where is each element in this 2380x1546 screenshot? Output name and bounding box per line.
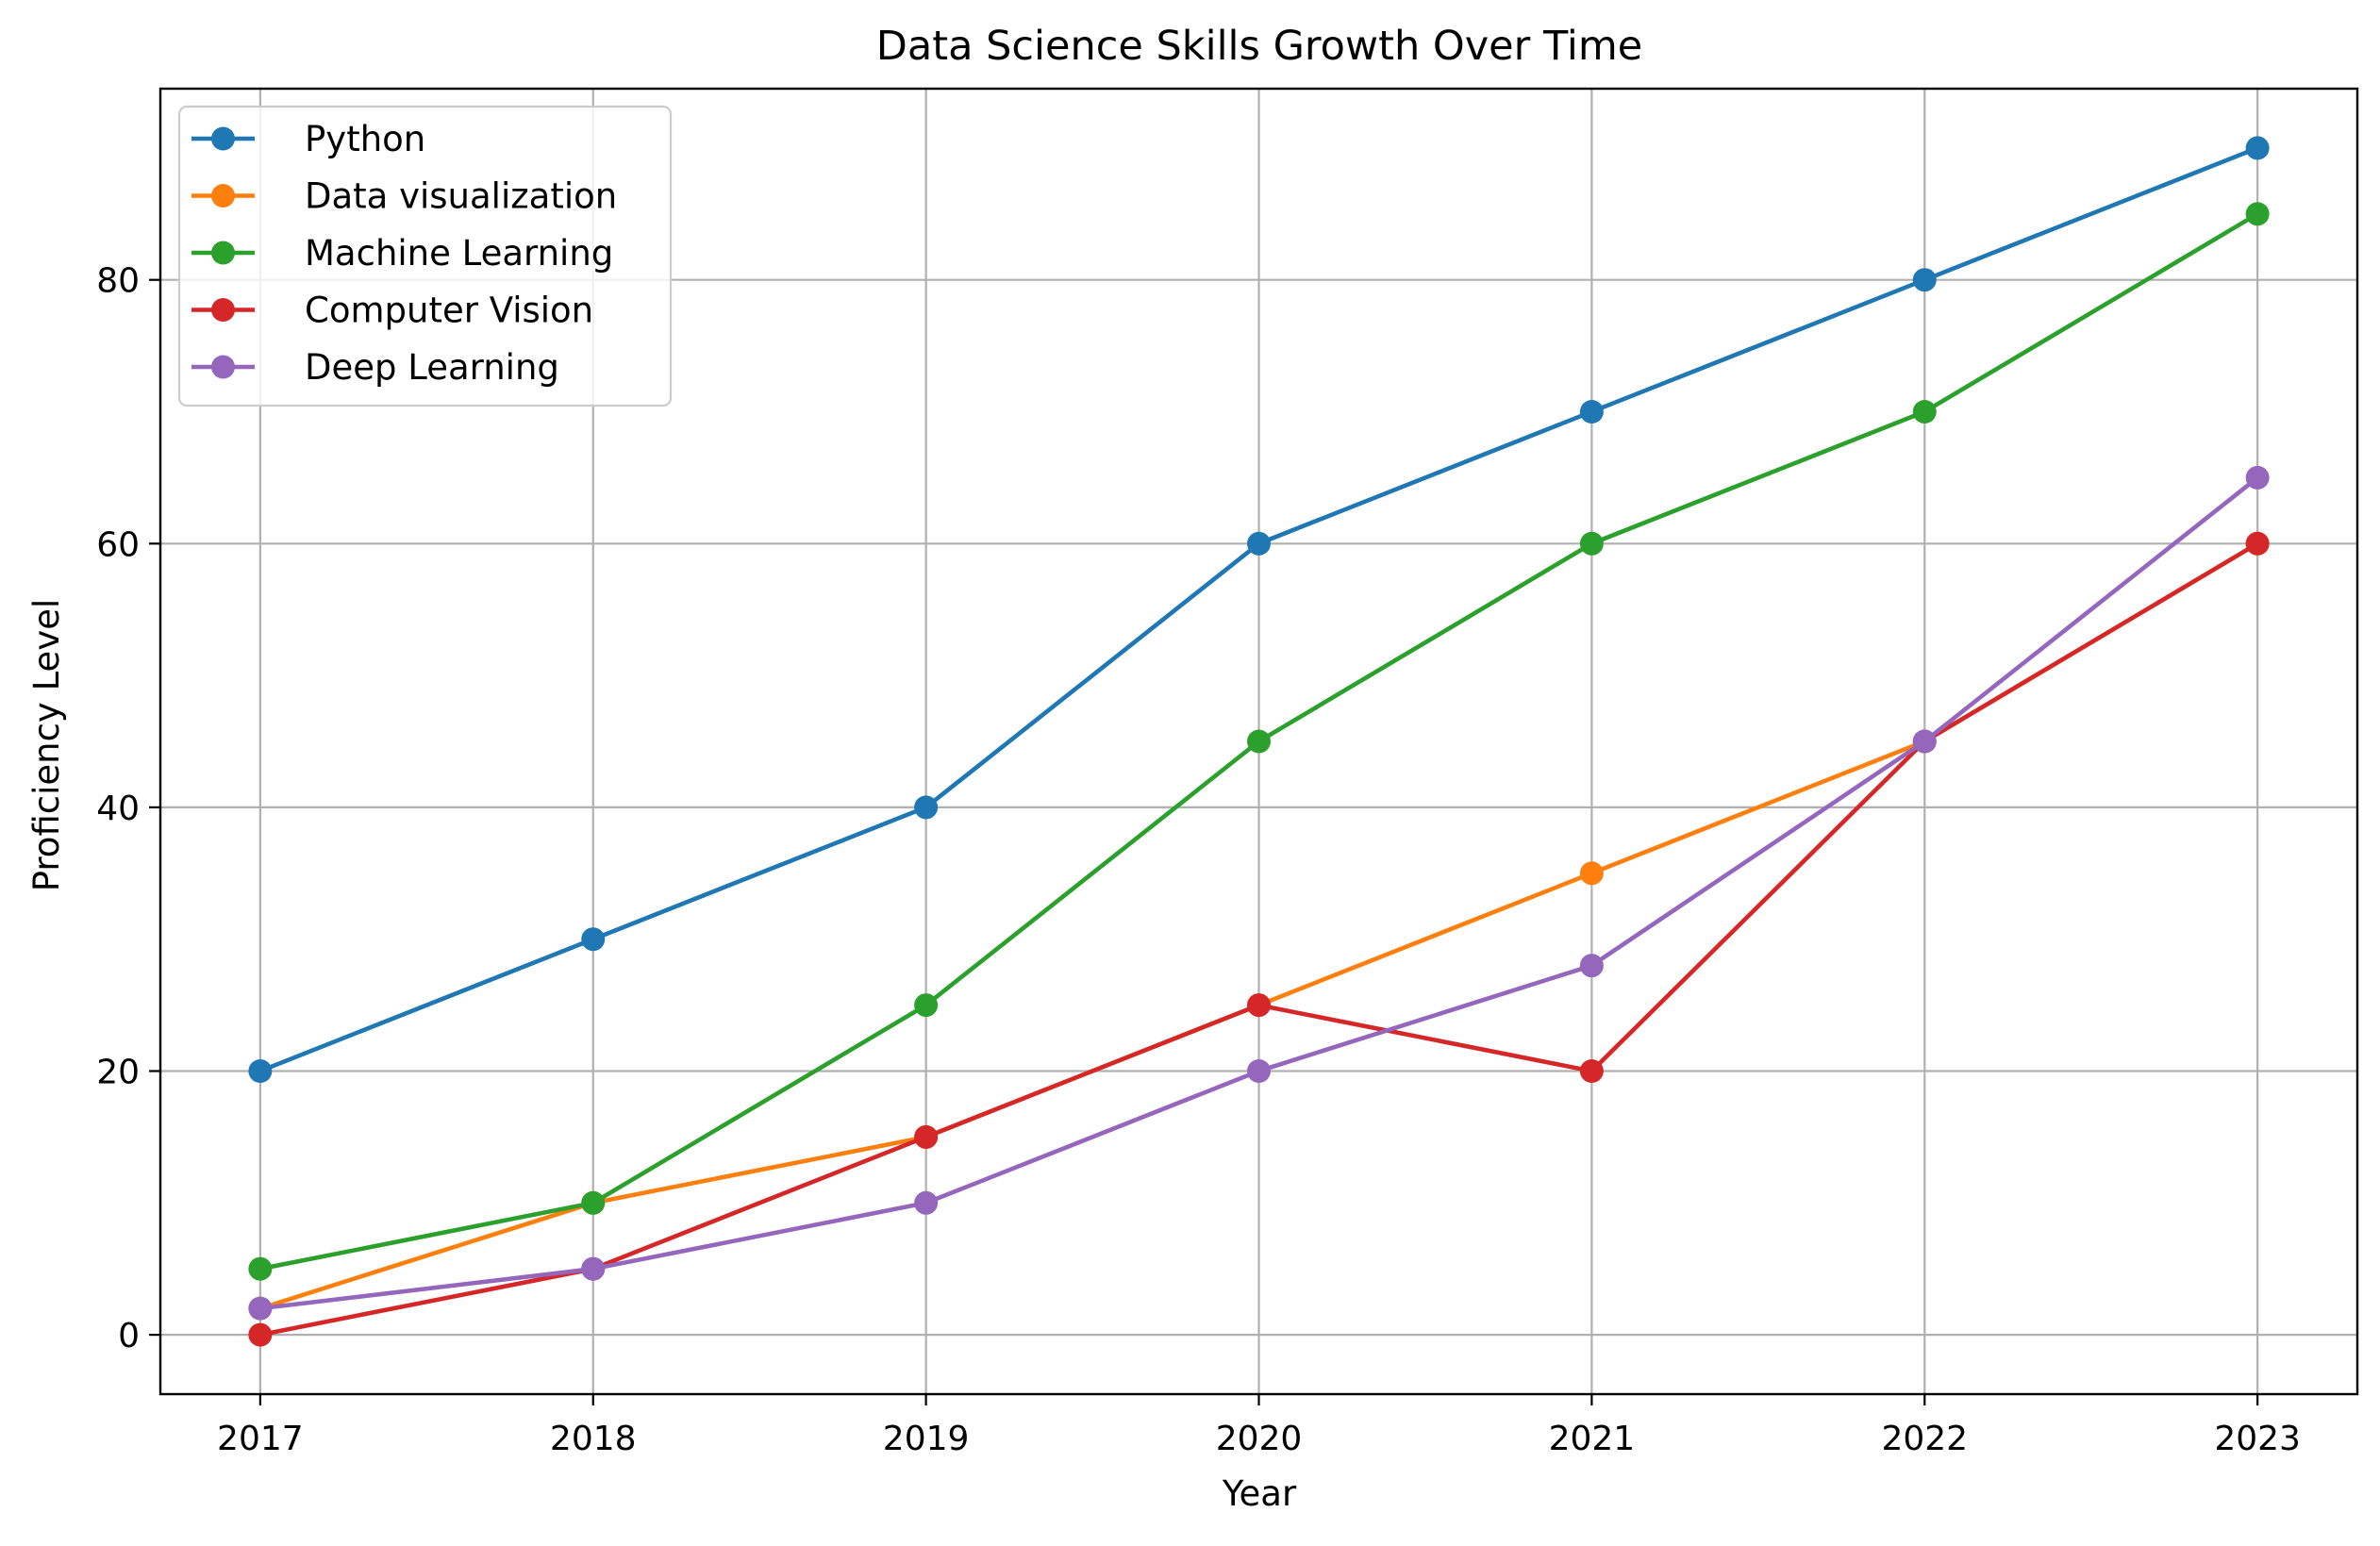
data-point — [1579, 861, 1604, 886]
legend-item: Machine Learning — [191, 233, 613, 274]
data-point — [1247, 729, 1271, 754]
legend-item: Data visualization — [191, 176, 617, 217]
data-point — [248, 1296, 273, 1321]
legend-item: Python — [191, 119, 425, 159]
x-tick-label: 2017 — [217, 1420, 304, 1458]
data-point — [248, 1058, 273, 1083]
y-tick-label: 60 — [96, 525, 140, 564]
data-point — [914, 1124, 939, 1149]
data-point — [581, 1190, 606, 1215]
data-point — [914, 993, 939, 1018]
data-point — [1247, 993, 1271, 1018]
y-tick-label: 0 — [118, 1317, 140, 1355]
y-axis-label: Proficiency Level — [26, 599, 67, 892]
data-point — [2245, 531, 2270, 556]
legend-label: Python — [305, 119, 425, 159]
data-point — [1247, 1058, 1271, 1083]
plot-frame — [158, 87, 2359, 1396]
y-tick-label: 20 — [96, 1053, 140, 1091]
legend-label: Data visualization — [305, 176, 617, 217]
data-point — [1579, 954, 1604, 978]
data-point — [2245, 136, 2270, 160]
x-axis-label: Year — [1222, 1473, 1297, 1514]
legend-marker — [211, 241, 235, 265]
data-point — [914, 1190, 939, 1215]
series-lines — [248, 136, 2270, 1347]
x-tick-label: 2019 — [883, 1420, 970, 1458]
data-point — [1247, 531, 1271, 556]
x-tick-label: 2021 — [1549, 1420, 1636, 1458]
legend-item: Deep Learning — [191, 347, 559, 388]
legend-marker — [211, 298, 235, 322]
series-deep-learning — [248, 465, 2270, 1321]
data-point — [248, 1256, 273, 1281]
data-point — [2245, 465, 2270, 490]
data-point — [581, 1256, 606, 1281]
data-point — [1912, 729, 1937, 754]
x-tick-label: 2023 — [2214, 1420, 2301, 1458]
legend-item: Computer Vision — [191, 291, 593, 331]
data-point — [1579, 1058, 1604, 1083]
data-point — [1579, 400, 1604, 424]
legend-box — [177, 105, 673, 407]
data-point — [1579, 531, 1604, 556]
legend-label: Machine Learning — [305, 233, 613, 274]
legend-label: Deep Learning — [305, 347, 559, 388]
axes: 2017 2018 2019 2020 2021 2022 2023 0 20 40 60 80 — [96, 87, 2359, 1458]
data-point — [248, 1322, 273, 1347]
legend: Python Data visualization Machine Learning… — [177, 105, 673, 407]
data-point — [1912, 268, 1937, 292]
x-tick-label: 2022 — [1881, 1420, 1968, 1458]
data-point — [2245, 202, 2270, 226]
series-machine-learning — [248, 202, 2270, 1281]
data-point — [1912, 400, 1937, 424]
y-tick-label: 80 — [96, 262, 140, 301]
legend-marker — [211, 126, 235, 151]
data-point — [581, 927, 606, 952]
series-python — [248, 136, 2270, 1083]
x-tick-label: 2020 — [1216, 1420, 1303, 1458]
chart-title: Data Science Skills Growth Over Time — [876, 23, 1642, 70]
y-tick-label: 40 — [96, 790, 140, 828]
legend-marker — [211, 355, 235, 379]
data-point — [914, 795, 939, 820]
legend-marker — [211, 184, 235, 208]
legend-label: Computer Vision — [305, 291, 593, 331]
x-tick-label: 2018 — [550, 1420, 637, 1458]
